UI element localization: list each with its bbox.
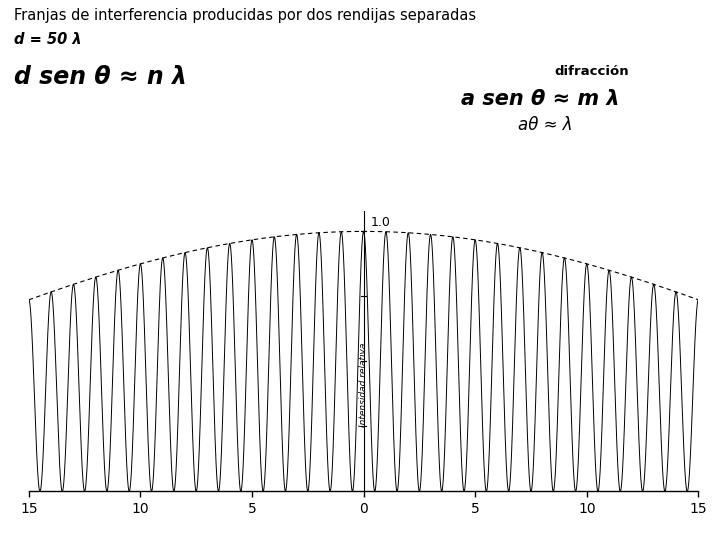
Text: 1.0: 1.0 bbox=[370, 216, 390, 229]
Text: d = 50 λ: d = 50 λ bbox=[14, 32, 82, 48]
Text: Franjas de interferencia producidas por dos rendijas separadas: Franjas de interferencia producidas por … bbox=[14, 8, 477, 23]
Text: aθ ≈ λ: aθ ≈ λ bbox=[518, 116, 573, 134]
Text: difracción: difracción bbox=[554, 65, 629, 78]
Text: a sen θ ≈ m λ: a sen θ ≈ m λ bbox=[461, 89, 619, 109]
Text: d sen θ ≈ n λ: d sen θ ≈ n λ bbox=[14, 65, 187, 89]
Text: Intensidad relativa: Intensidad relativa bbox=[359, 342, 368, 427]
